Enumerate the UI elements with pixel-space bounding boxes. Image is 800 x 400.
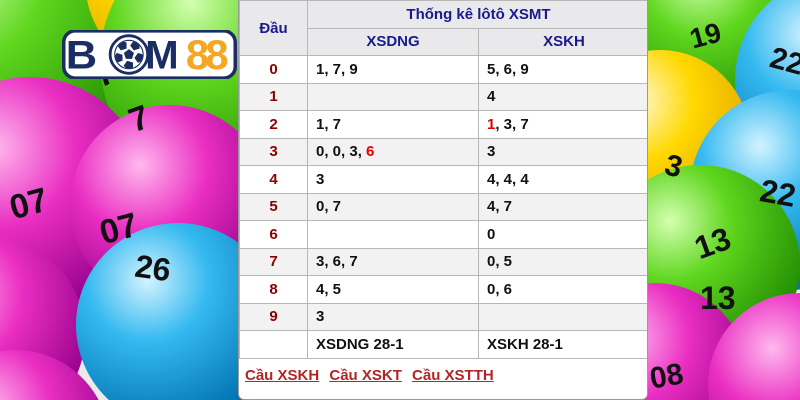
svg-text:M: M [145, 33, 176, 78]
svg-text:B: B [66, 32, 96, 77]
svg-text:88: 88 [186, 31, 228, 78]
